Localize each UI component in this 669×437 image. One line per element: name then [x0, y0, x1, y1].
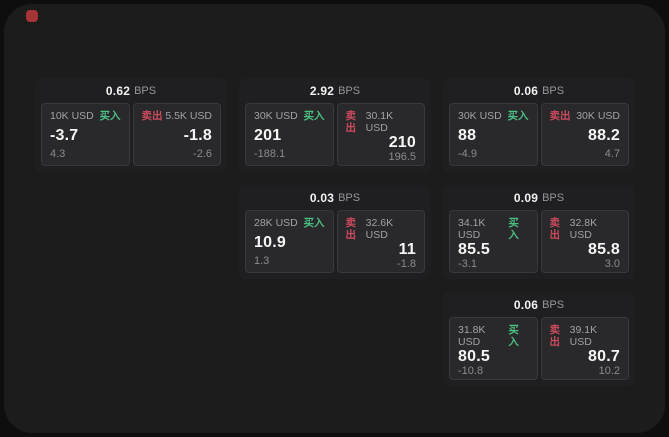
buy-amount: 34.1K USD — [458, 217, 486, 241]
sell-side-label: 卖出 — [549, 324, 561, 348]
buy-panel[interactable]: 28K USD 买入 10.9 1.3 — [245, 210, 334, 273]
bps-unit-label: BPS — [134, 84, 157, 97]
quote-card: 0.03 BPS 28K USD 买入 10.9 1.3 卖出 32.6K US… — [239, 185, 431, 279]
sell-panel[interactable]: 卖出 5.5K USD -1.8 -2.6 — [132, 103, 221, 166]
bps-value: 0.62 — [105, 83, 131, 98]
buy-panel[interactable]: 10K USD 买入 -3.7 4.3 — [41, 103, 130, 166]
sell-panel[interactable]: 卖出 30.1K USD 210 196.5 — [336, 103, 425, 166]
buy-amount: 30K USD — [254, 110, 298, 122]
sell-delta: -2.6 — [193, 148, 212, 160]
sell-delta: 10.2 — [598, 365, 620, 377]
sell-panel[interactable]: 卖出 30K USD 88.2 4.7 — [540, 103, 629, 166]
quote-card: 0.06 BPS 31.8K USD 买入 80.5 -10.8 卖出 39.1… — [443, 292, 635, 386]
quote-card: 0.06 BPS 30K USD 买入 88 -4.9 卖出 30K USD 8… — [443, 78, 635, 172]
sell-side-label: 卖出 — [141, 110, 163, 122]
bps-unit-label: BPS — [338, 191, 361, 204]
buy-side-label: 买入 — [303, 110, 325, 122]
buy-amount: 10K USD — [50, 110, 94, 122]
buy-panel[interactable]: 34.1K USD 买入 85.5 -3.1 — [449, 210, 538, 273]
sell-amount: 32.8K USD — [569, 217, 598, 241]
bps-value: 0.06 — [513, 297, 539, 312]
sell-amount: 39.1K USD — [569, 324, 598, 348]
buy-price: 85.5 — [458, 241, 490, 258]
sell-price: 80.7 — [588, 348, 620, 365]
card-bps-header: 0.03 BPS — [239, 185, 431, 210]
buy-delta: 4.3 — [50, 148, 66, 160]
buy-amount: 28K USD — [254, 217, 298, 229]
bps-value: 0.06 — [513, 83, 539, 98]
bps-unit-label: BPS — [542, 298, 565, 311]
bps-value: 0.03 — [309, 190, 335, 205]
buy-side-label: 买入 — [508, 217, 519, 241]
buy-side-label: 买入 — [99, 110, 121, 122]
buy-side-label: 买入 — [303, 217, 325, 229]
buy-panel[interactable]: 30K USD 买入 88 -4.9 — [449, 103, 538, 166]
buy-delta: -10.8 — [458, 365, 484, 377]
sell-delta: 4.7 — [604, 148, 620, 160]
buy-side-label: 买入 — [508, 324, 519, 348]
bps-unit-label: BPS — [542, 191, 565, 204]
sell-price: -1.8 — [183, 126, 212, 144]
bps-value: 2.92 — [309, 83, 335, 98]
buy-amount: 30K USD — [458, 110, 502, 122]
sell-side-label: 卖出 — [345, 110, 357, 134]
quote-card: 2.92 BPS 30K USD 买入 201 -188.1 卖出 30.1K … — [239, 78, 431, 172]
logo-icon — [26, 10, 38, 22]
card-bps-header: 0.06 BPS — [443, 78, 635, 103]
bps-value: 0.09 — [513, 190, 539, 205]
card-bps-header: 0.62 BPS — [35, 78, 227, 103]
sell-amount: 30.1K USD — [365, 110, 394, 134]
card-bps-header: 2.92 BPS — [239, 78, 431, 103]
bps-unit-label: BPS — [338, 84, 361, 97]
buy-side-label: 买入 — [507, 110, 529, 122]
buy-panel[interactable]: 31.8K USD 买入 80.5 -10.8 — [449, 317, 538, 380]
sell-side-label: 卖出 — [549, 110, 571, 122]
sell-side-label: 卖出 — [345, 217, 357, 241]
card-bps-header: 0.06 BPS — [443, 292, 635, 317]
sell-panel[interactable]: 卖出 32.8K USD 85.8 3.0 — [540, 210, 629, 273]
buy-amount: 31.8K USD — [458, 324, 486, 348]
buy-delta: -3.1 — [458, 258, 477, 270]
sell-delta: 3.0 — [604, 258, 620, 270]
buy-delta: -4.9 — [458, 148, 477, 160]
sell-delta: -1.8 — [397, 258, 416, 270]
buy-price: 88 — [458, 126, 477, 144]
sell-panel[interactable]: 卖出 39.1K USD 80.7 10.2 — [540, 317, 629, 380]
buy-price: 80.5 — [458, 348, 490, 365]
sell-side-label: 卖出 — [549, 217, 561, 241]
buy-price: 10.9 — [254, 233, 286, 251]
sell-amount: 32.6K USD — [365, 217, 394, 241]
sell-price: 88.2 — [588, 126, 620, 144]
buy-price: 201 — [254, 126, 282, 144]
buy-panel[interactable]: 30K USD 买入 201 -188.1 — [245, 103, 334, 166]
buy-delta: 1.3 — [254, 255, 270, 267]
card-bps-header: 0.09 BPS — [443, 185, 635, 210]
sell-delta: 196.5 — [388, 151, 416, 163]
quote-card: 0.09 BPS 34.1K USD 买入 85.5 -3.1 卖出 32.8K… — [443, 185, 635, 279]
sell-price: 85.8 — [588, 241, 620, 258]
sell-price: 11 — [398, 241, 416, 258]
bps-unit-label: BPS — [542, 84, 565, 97]
buy-delta: -188.1 — [254, 148, 286, 160]
buy-price: -3.7 — [50, 126, 79, 144]
sell-panel[interactable]: 卖出 32.6K USD 11 -1.8 — [336, 210, 425, 273]
quote-card: 0.62 BPS 10K USD 买入 -3.7 4.3 卖出 5.5K USD… — [35, 78, 227, 172]
sell-amount: 5.5K USD — [165, 110, 212, 122]
sell-amount: 30K USD — [576, 110, 620, 122]
sell-price: 210 — [388, 134, 416, 151]
